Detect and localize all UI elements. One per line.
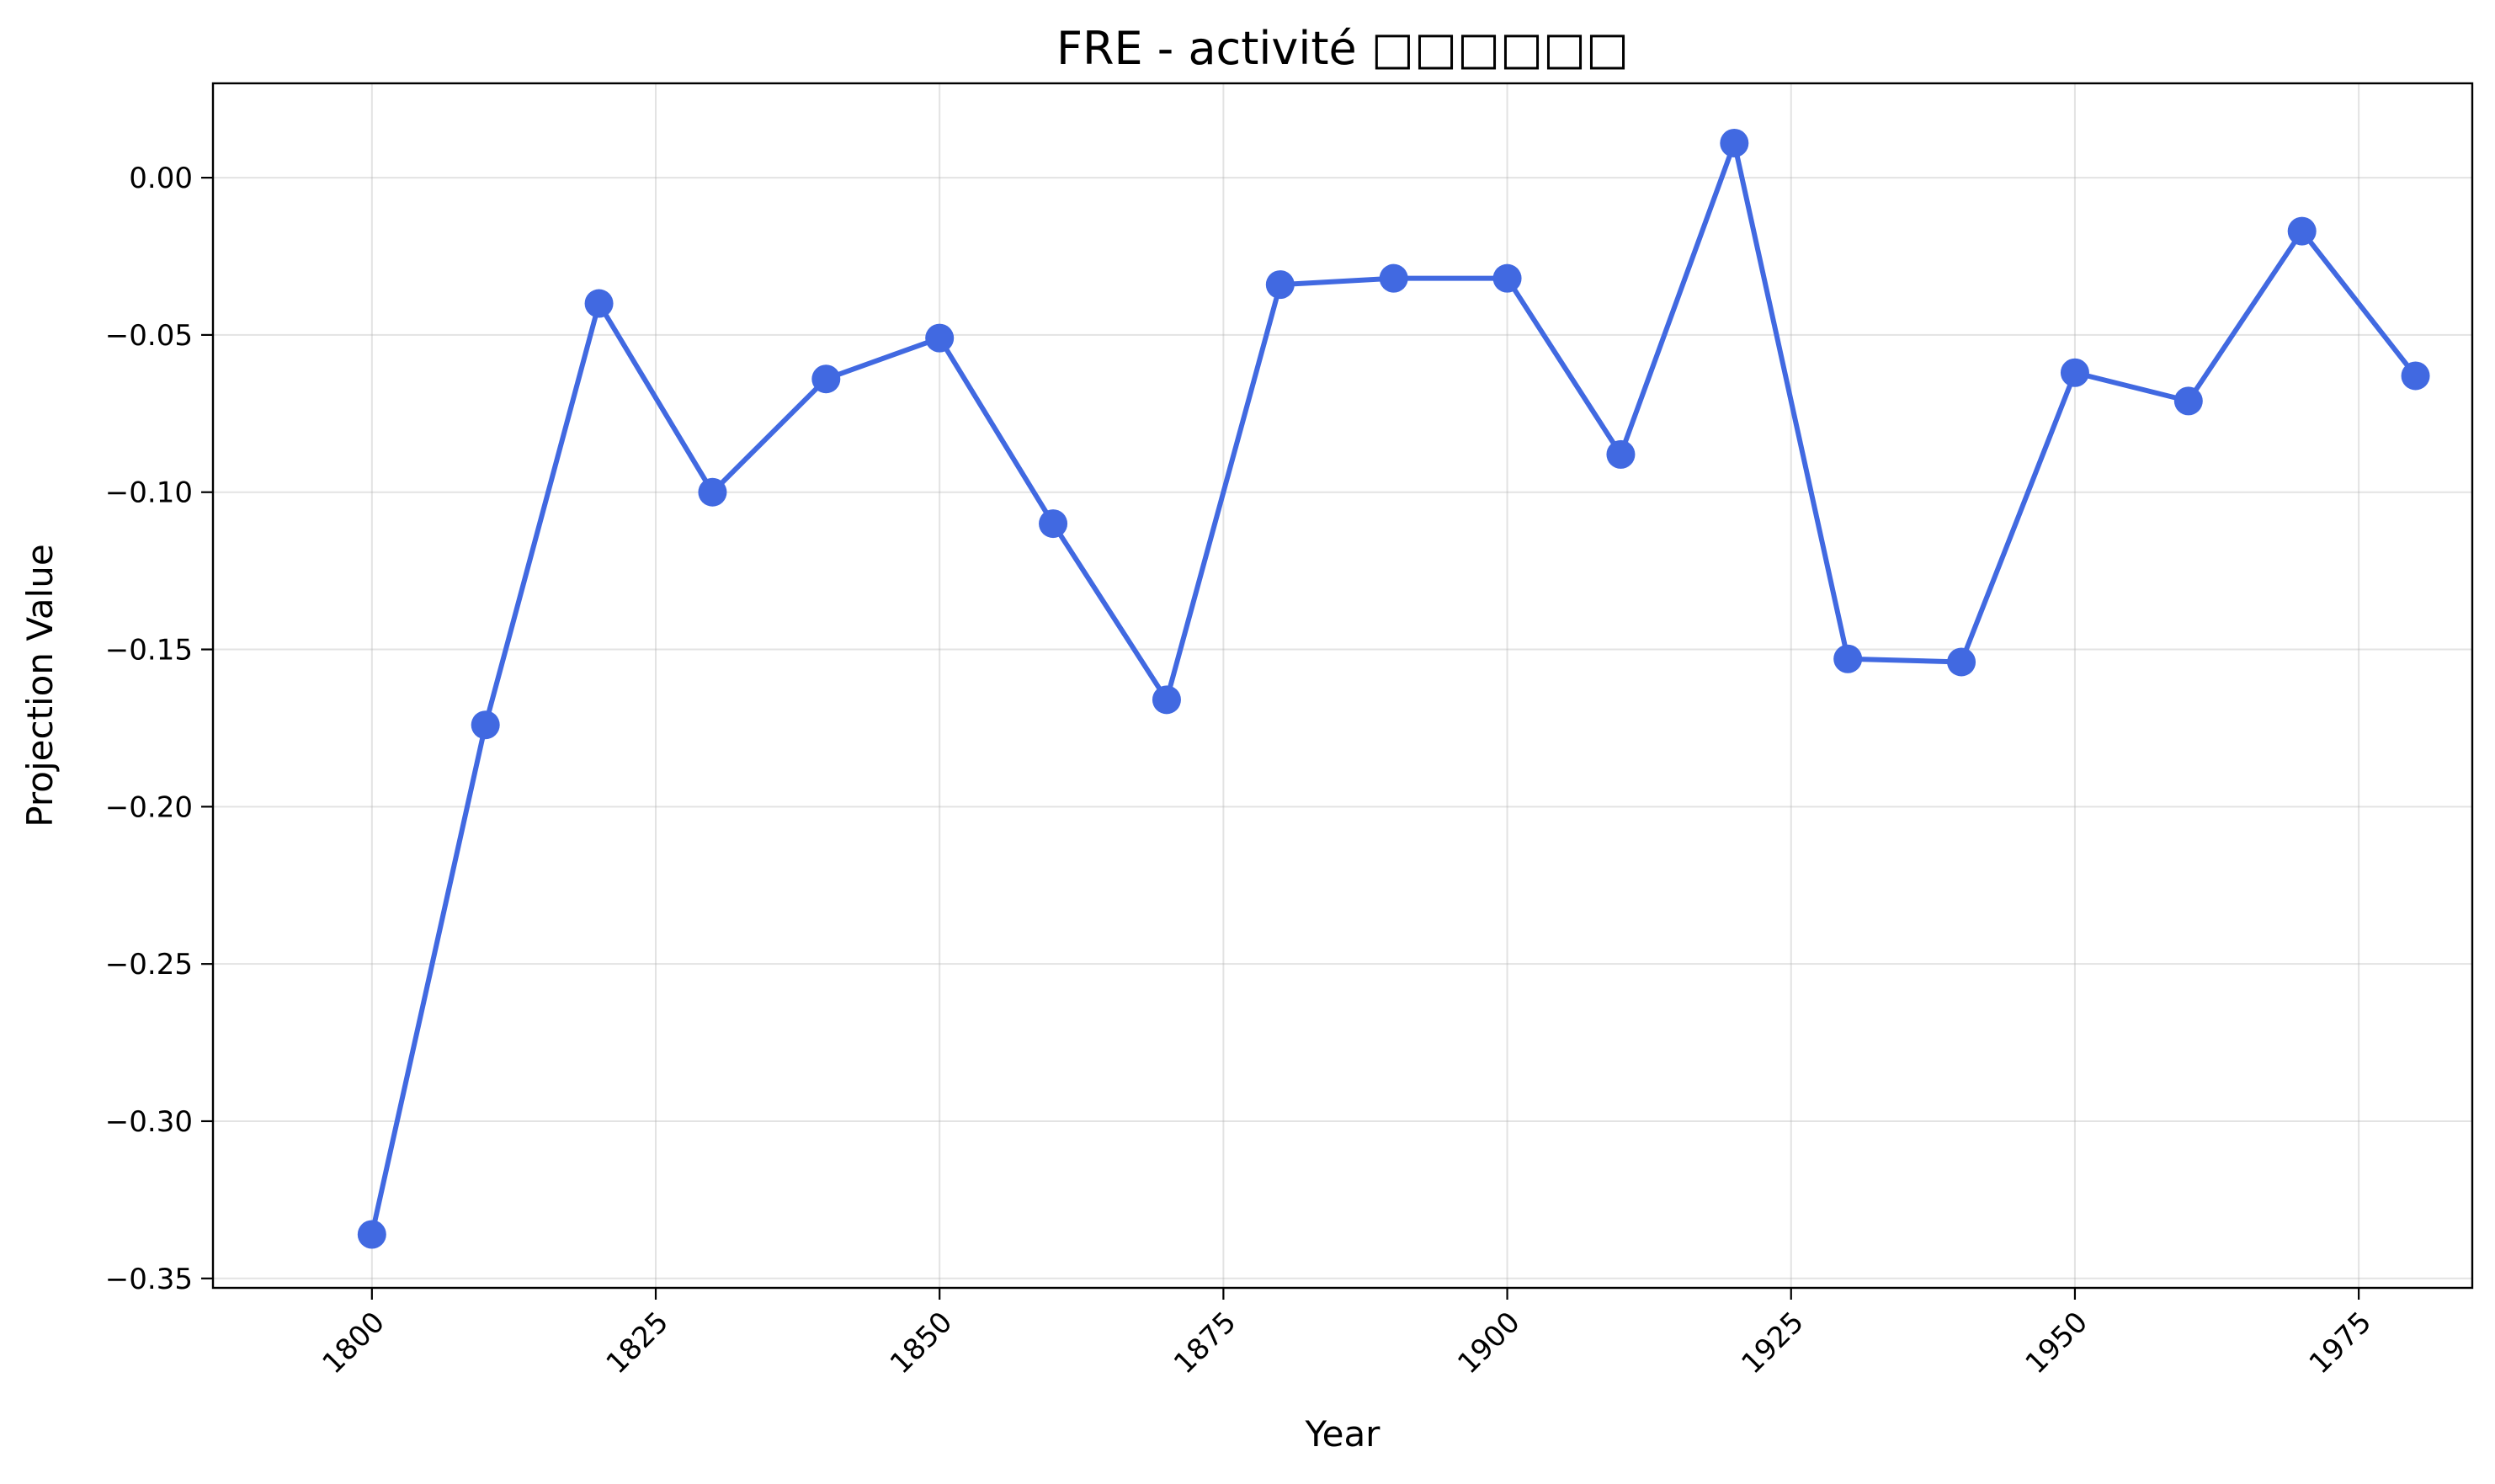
data-point bbox=[1720, 128, 1749, 157]
plot-frame bbox=[211, 82, 2474, 1290]
data-point bbox=[811, 364, 841, 394]
y-tick-label: −0.25 bbox=[105, 948, 193, 981]
series-line bbox=[369, 140, 2418, 1236]
series-layer bbox=[357, 128, 2430, 1249]
x-tick-label: 1925 bbox=[1735, 1306, 1810, 1380]
data-point bbox=[1152, 685, 1181, 715]
y-tick-label: −0.05 bbox=[105, 319, 193, 353]
data-point bbox=[1492, 263, 1522, 293]
y-tick-label: −0.30 bbox=[105, 1105, 193, 1139]
data-point bbox=[1833, 644, 1863, 673]
x-tick-label: 1850 bbox=[884, 1306, 959, 1380]
data-point bbox=[1039, 509, 1068, 539]
data-point bbox=[1606, 439, 1636, 469]
x-tick-label: 1975 bbox=[2303, 1306, 2378, 1380]
x-tick-label: 1875 bbox=[1168, 1306, 1242, 1380]
data-point bbox=[2287, 216, 2317, 246]
y-axis-title: Projection Value bbox=[19, 544, 61, 827]
data-point bbox=[698, 477, 727, 507]
x-tick-label: 1825 bbox=[600, 1306, 675, 1380]
data-point bbox=[471, 710, 500, 740]
data-point bbox=[2173, 386, 2203, 416]
ticks-layer: 1800 1825 1850 1875 1900 1925 1950 1975 0.00 −0.0… bbox=[105, 162, 2378, 1380]
y-tick-label: 0.00 bbox=[129, 162, 193, 195]
data-point bbox=[2060, 358, 2089, 387]
x-tick-label: 1800 bbox=[316, 1306, 391, 1380]
grid-layer bbox=[213, 83, 2472, 1288]
y-tick-label: −0.20 bbox=[105, 790, 193, 824]
data-point bbox=[925, 323, 955, 353]
data-point bbox=[357, 1220, 386, 1249]
data-point bbox=[2401, 361, 2430, 391]
data-point bbox=[1265, 270, 1295, 300]
data-point bbox=[1947, 647, 1976, 677]
data-point bbox=[584, 289, 614, 318]
y-tick-label: −0.10 bbox=[105, 476, 193, 510]
chart-title: FRE - activité □□□□□□ bbox=[1056, 22, 1629, 75]
x-axis-title: Year bbox=[1305, 1413, 1381, 1455]
y-tick-label: −0.35 bbox=[105, 1263, 193, 1296]
y-tick-label: −0.15 bbox=[105, 634, 193, 668]
data-point bbox=[1379, 263, 1408, 293]
x-tick-label: 1900 bbox=[1451, 1306, 1526, 1380]
x-tick-label: 1950 bbox=[2019, 1306, 2094, 1380]
